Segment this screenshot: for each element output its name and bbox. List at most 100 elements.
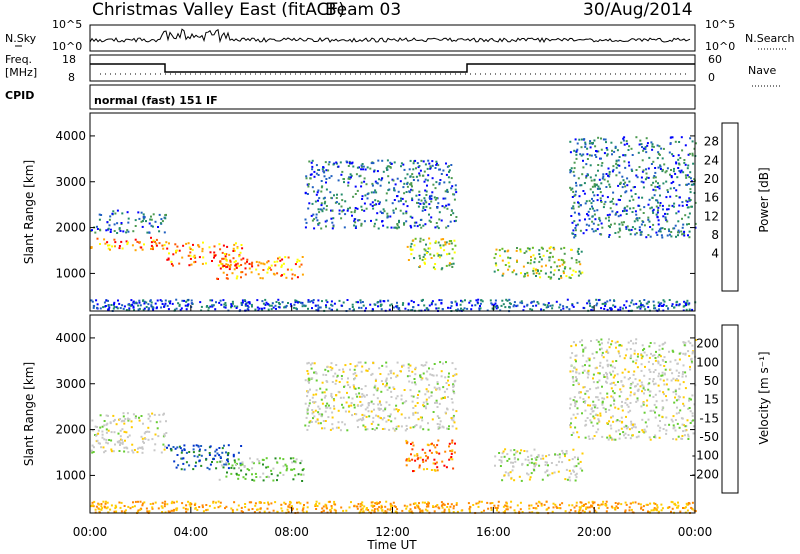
data-point	[674, 429, 677, 432]
data-point	[314, 304, 317, 307]
data-point	[658, 228, 661, 231]
data-point	[142, 422, 144, 425]
data-point	[624, 510, 627, 513]
data-point	[657, 355, 660, 358]
data-point	[223, 444, 225, 447]
data-point	[646, 142, 649, 145]
data-point	[162, 413, 165, 416]
data-point	[434, 263, 437, 265]
data-point	[381, 220, 384, 222]
data-point	[424, 393, 427, 396]
data-point	[122, 307, 125, 310]
data-point	[387, 299, 390, 302]
data-point	[304, 226, 307, 229]
data-point	[320, 511, 323, 513]
data-point	[675, 212, 678, 215]
data-point	[407, 309, 410, 311]
data-point	[255, 268, 258, 271]
data-point	[599, 392, 602, 395]
data-point	[675, 412, 678, 415]
data-point	[686, 223, 688, 226]
data-point	[437, 426, 440, 429]
data-point	[434, 446, 437, 449]
data-point	[689, 137, 692, 140]
nsky-trace	[89, 28, 691, 44]
data-point	[663, 365, 666, 367]
data-point	[435, 399, 438, 402]
data-point	[606, 300, 609, 303]
data-point	[501, 259, 504, 262]
data-point	[327, 500, 330, 503]
data-point	[680, 169, 683, 172]
data-point	[646, 399, 649, 402]
data-point	[276, 461, 279, 464]
data-point	[335, 201, 338, 204]
data-point	[583, 504, 585, 506]
data-point	[320, 204, 323, 207]
data-point	[619, 388, 622, 391]
data-point	[617, 308, 620, 311]
data-point	[419, 240, 422, 243]
data-point	[308, 404, 310, 407]
data-point	[648, 300, 650, 303]
data-point	[630, 168, 633, 171]
data-point	[450, 263, 453, 266]
data-point	[551, 472, 554, 475]
data-point	[613, 438, 615, 441]
data-point	[612, 168, 615, 171]
data-point	[598, 419, 600, 422]
data-point	[127, 505, 130, 508]
data-point	[289, 457, 292, 460]
data-point	[105, 229, 108, 232]
data-point	[513, 479, 516, 482]
data-point	[573, 456, 576, 459]
data-point	[694, 339, 697, 341]
data-point	[664, 423, 667, 426]
data-point	[624, 166, 627, 169]
station-title: Christmas Valley East (fitACF)	[92, 0, 345, 20]
data-point	[132, 230, 135, 233]
data-point	[358, 166, 361, 169]
data-point	[662, 182, 665, 185]
data-point	[164, 500, 167, 503]
data-point	[392, 501, 395, 504]
data-point	[408, 459, 411, 462]
data-point	[667, 208, 670, 211]
data-point	[638, 166, 641, 168]
data-point	[647, 306, 650, 309]
data-point	[618, 223, 621, 226]
data-point	[662, 428, 665, 430]
data-point	[658, 348, 661, 351]
data-point	[373, 505, 376, 507]
data-point	[657, 201, 659, 204]
data-point	[289, 506, 292, 509]
data-point	[575, 360, 577, 363]
data-point	[353, 211, 356, 214]
data-point	[585, 163, 588, 166]
data-point	[385, 192, 388, 195]
data-point	[452, 383, 455, 386]
data-point	[259, 507, 262, 510]
data-point	[361, 403, 364, 406]
data-point	[182, 462, 185, 465]
data-point	[674, 172, 677, 175]
data-point	[382, 300, 385, 302]
data-point	[438, 386, 441, 389]
data-point	[361, 504, 364, 507]
data-point	[584, 145, 587, 148]
data-point	[378, 400, 381, 403]
data-point	[469, 505, 472, 508]
data-point	[316, 219, 319, 222]
data-point	[682, 507, 684, 509]
data-point	[108, 306, 111, 309]
data-point	[315, 372, 318, 375]
data-point	[421, 416, 423, 419]
data-point	[319, 387, 322, 390]
data-point	[599, 219, 602, 222]
data-point	[348, 506, 351, 509]
data-point	[577, 456, 579, 459]
data-point	[256, 306, 259, 309]
data-point	[598, 187, 601, 190]
data-point	[437, 254, 440, 257]
